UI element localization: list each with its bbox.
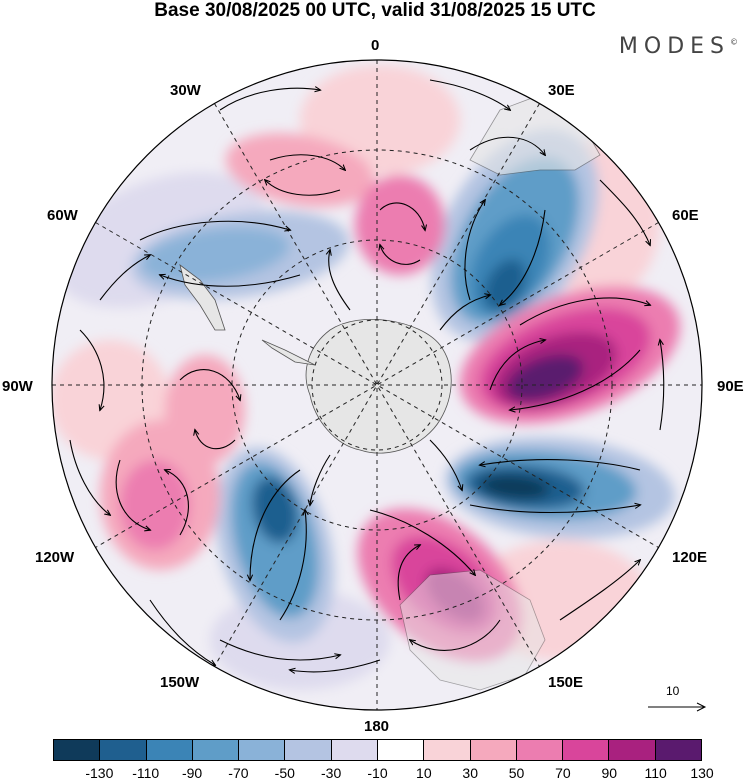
map-border (51, 59, 703, 711)
australia-land (399, 569, 546, 691)
chart-title: Base 30/08/2025 00 UTC, valid 31/08/2025… (154, 0, 596, 21)
colorbar-swatch (54, 740, 100, 760)
lon-label-60e: 60E (672, 207, 699, 224)
colorbar-tick-label: 130 (690, 765, 714, 781)
colorbar-tick-label: -70 (228, 765, 249, 781)
lon-label-30e: 30E (548, 82, 575, 99)
lon-label-90e: 90E (717, 378, 744, 395)
wind-vectors (69, 79, 665, 672)
colorbar-ticks: -130 -110 -90 -70 -50 -30 -10 10 30 50 70 90 110 130 (53, 765, 713, 783)
colorbar-swatch (145, 740, 192, 760)
south-america-land (179, 264, 226, 331)
lon-label-120w: 120W (35, 549, 75, 566)
lon-label-90w: 90W (2, 378, 33, 395)
anomaly-field (52, 65, 680, 690)
antarctica-land (305, 319, 452, 454)
colorbar-tick-label: -10 (367, 765, 388, 781)
lon-label-120e: 120E (672, 549, 708, 566)
colorbar-swatch (330, 740, 377, 760)
brand-logo: MODES© (619, 34, 738, 59)
colorbar-tick-label: 30 (462, 765, 478, 781)
colorbar-tick-label: -110 (132, 765, 160, 781)
colorbar-swatch (515, 740, 563, 760)
colorbar-swatch (423, 740, 470, 760)
colorbar-tick-label: 70 (555, 765, 571, 781)
colorbar-swatch (562, 740, 609, 760)
colorbar-tick-label: 90 (601, 765, 618, 781)
colorbar-tick-label: -130 (85, 765, 114, 781)
lon-label-180: 180 (364, 718, 390, 735)
colorbar-tick-label: -30 (321, 765, 342, 781)
colorbar (53, 739, 702, 761)
colorbar-tick-label: 10 (416, 765, 432, 781)
colorbar-swatch (238, 740, 285, 760)
lon-label-150e: 150E (548, 674, 584, 691)
colorbar-swatch (376, 740, 424, 760)
antarctic-peninsula-land (261, 339, 316, 366)
polar-map (51, 59, 703, 711)
brand-mark: © (730, 37, 738, 47)
colorbar-tick-label: -90 (181, 765, 203, 781)
colorbar-tick-label: -50 (274, 765, 295, 781)
colorbar-tick-label: 50 (508, 765, 525, 781)
brand-text: MODES (618, 34, 730, 59)
lon-label-30w: 30W (170, 82, 201, 99)
colorbar-swatch (469, 740, 516, 760)
colorbar-swatch (654, 740, 701, 760)
lon-label-60w: 60W (47, 207, 78, 224)
colorbar-swatch (191, 740, 239, 760)
graticule (52, 60, 702, 710)
map-disc (52, 60, 702, 710)
lon-label-150w: 150W (160, 674, 200, 691)
vector-scale: 10 (648, 684, 708, 714)
vector-scale-arrow (648, 702, 707, 712)
lon-label-0: 0 (371, 37, 380, 54)
colorbar-tick-label: 110 (644, 765, 667, 781)
colorbar-swatch (284, 740, 331, 760)
colorbar-swatch (99, 740, 146, 760)
vector-scale-label: 10 (666, 684, 680, 698)
colorbar-swatch (608, 740, 655, 760)
